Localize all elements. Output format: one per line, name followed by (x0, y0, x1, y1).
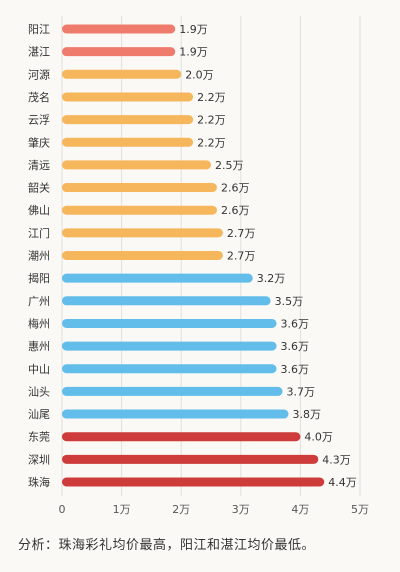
value-label: 3.2万 (257, 272, 286, 285)
category-label: 广州 (28, 295, 50, 308)
category-label: 深圳 (28, 453, 50, 466)
value-label: 3.6万 (281, 363, 310, 376)
category-label: 湛江 (28, 46, 50, 59)
value-label: 2.2万 (197, 114, 226, 127)
bar (62, 137, 194, 147)
value-label: 2.2万 (197, 136, 226, 149)
category-label: 惠州 (28, 339, 50, 353)
category-label: 佛山 (28, 204, 50, 217)
value-label: 3.7万 (287, 385, 316, 398)
x-tick-labels: 0 1万 2万 3万 4万 5万 (59, 503, 370, 516)
x-tick-label: 1万 (113, 503, 131, 516)
bar (62, 183, 217, 193)
bar (62, 454, 319, 464)
category-label: 中山 (28, 363, 50, 376)
value-label: 3.5万 (275, 295, 304, 308)
category-label: 茂名 (28, 90, 50, 104)
category-label: 阳江 (28, 23, 50, 36)
category-label: 汕尾 (28, 408, 50, 421)
x-tick-label: 0 (59, 503, 66, 516)
bar (62, 477, 325, 487)
category-label: 韶关 (28, 181, 50, 195)
category-label: 云浮 (28, 114, 50, 127)
bar (62, 92, 194, 102)
bar (62, 409, 289, 419)
category-label: 清远 (28, 159, 50, 172)
bar (62, 251, 223, 260)
bar (62, 205, 217, 215)
bar (62, 24, 176, 34)
value-label: 3.6万 (281, 340, 310, 353)
category-label: 江门 (28, 226, 50, 240)
bar (62, 160, 211, 170)
value-label: 4.0万 (304, 431, 333, 444)
value-label: 2.6万 (221, 182, 250, 195)
bar (62, 318, 277, 328)
category-label: 河源 (28, 67, 50, 81)
category-label: 梅州 (28, 316, 50, 330)
category-label: 珠海 (28, 475, 50, 489)
value-labels: 1.9万 1.9万 2.0万 2.2万 2.2万 2.2万 2.5万 2.6万 2.6万 2.7万… (179, 23, 356, 489)
bars (62, 24, 325, 487)
value-label: 2.7万 (227, 250, 256, 263)
value-label: 2.2万 (197, 91, 226, 104)
bar (62, 432, 301, 442)
category-labels: 阳江湛江河源茂名云浮肇庆清远韶关佛山江门潮州揭阳广州梅州惠州中山汕头汕尾东莞深圳… (28, 23, 50, 489)
value-label: 2.0万 (185, 68, 214, 81)
value-label: 3.8万 (292, 408, 321, 421)
bar (62, 296, 271, 306)
bar (62, 228, 223, 238)
x-tick-label: 5万 (351, 503, 369, 516)
bar (62, 47, 176, 57)
value-label: 2.6万 (221, 204, 250, 217)
value-label: 2.5万 (215, 159, 244, 172)
category-label: 潮州 (28, 249, 50, 263)
x-tick-label: 2万 (172, 503, 190, 516)
bar (62, 69, 182, 79)
value-label: 1.9万 (179, 46, 208, 59)
value-label: 3.6万 (281, 317, 310, 330)
bar (62, 364, 277, 374)
category-label: 肇庆 (28, 135, 50, 149)
bar (62, 386, 283, 396)
value-label: 4.4万 (328, 476, 357, 489)
value-label: 4.3万 (322, 453, 351, 466)
bar (62, 115, 194, 125)
category-label: 汕头 (28, 385, 50, 398)
analysis-text: 分析：珠海彩礼均价最高，阳江和湛江均价最低。 (18, 538, 316, 553)
value-label: 1.9万 (179, 23, 208, 36)
bar (62, 273, 253, 283)
x-tick-label: 3万 (232, 503, 250, 516)
category-label: 东莞 (28, 431, 50, 444)
x-tick-label: 4万 (291, 503, 309, 516)
value-label: 2.7万 (227, 227, 256, 240)
category-label: 揭阳 (28, 271, 50, 285)
bar (62, 341, 277, 351)
